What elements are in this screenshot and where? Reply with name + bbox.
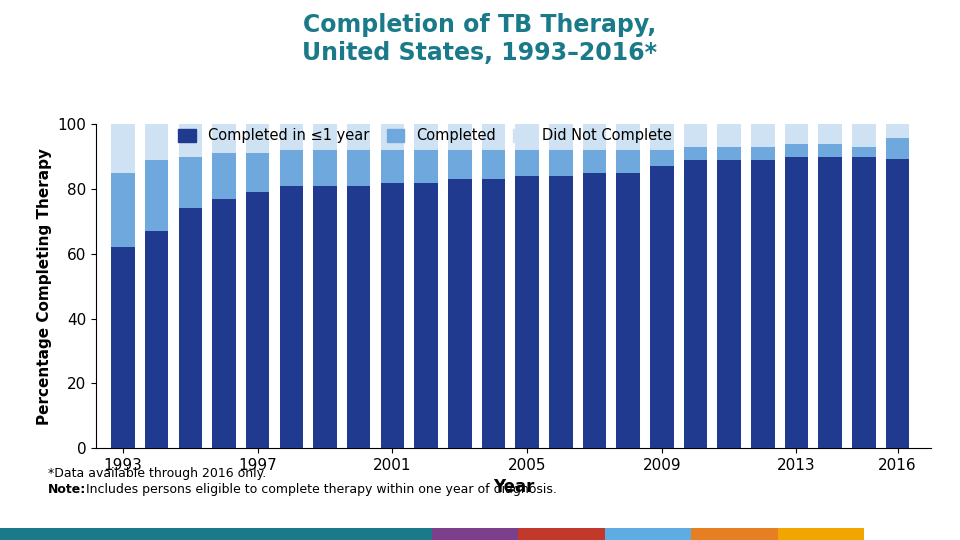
Bar [448,150,471,179]
Bar [616,150,640,173]
Bar [145,160,168,231]
Bar [212,199,236,448]
Bar [852,157,876,448]
Bar [650,166,674,448]
Bar [583,150,606,173]
Bar [717,147,741,160]
Bar [279,150,303,186]
Y-axis label: Percentage Completing Therapy: Percentage Completing Therapy [36,148,52,424]
Bar [583,124,606,150]
Bar [482,124,505,150]
Bar [246,124,270,153]
Bar [818,157,842,448]
Bar [717,160,741,448]
Bar [482,179,505,448]
Text: Note:: Note: [48,483,86,496]
X-axis label: Year: Year [492,478,535,496]
Bar [482,150,505,179]
Bar [886,159,909,448]
Bar [549,150,572,176]
Text: *Data available through 2016 only.: *Data available through 2016 only. [48,467,266,480]
Bar [212,124,236,153]
Bar [111,124,134,173]
Bar [650,124,674,150]
Bar [111,173,134,247]
Bar [179,208,203,448]
Bar [415,150,438,183]
Bar [380,150,404,183]
Bar [784,144,808,157]
Bar [212,153,236,199]
Text: Completion of TB Therapy,
United States, 1993–2016*: Completion of TB Therapy, United States,… [302,13,658,65]
Bar [145,124,168,160]
Bar [313,150,337,186]
Bar [347,124,371,150]
Bar [179,157,203,208]
Bar [145,231,168,448]
Bar [684,124,708,147]
Bar [751,124,775,147]
Bar [279,124,303,150]
Bar [852,124,876,147]
Bar [717,124,741,147]
Bar [313,124,337,150]
Bar [415,124,438,150]
Bar [448,124,471,150]
Bar [279,186,303,448]
Bar [380,124,404,150]
Bar [246,192,270,448]
Legend: Completed in ≤1 year, Completed, Did Not Complete: Completed in ≤1 year, Completed, Did Not… [179,129,672,143]
Bar [516,176,539,448]
Text: Includes persons eligible to complete therapy within one year of diagnosis.: Includes persons eligible to complete th… [82,483,557,496]
Bar [852,147,876,157]
Bar [448,179,471,448]
Bar [111,247,134,448]
Bar [818,144,842,157]
Bar [684,160,708,448]
Bar [516,150,539,176]
Bar [246,153,270,192]
Bar [751,160,775,448]
Bar [549,124,572,150]
Bar [347,186,371,448]
Bar [347,150,371,186]
Bar [784,124,808,144]
Bar [583,173,606,448]
Bar [886,138,909,159]
Bar [313,186,337,448]
Bar [179,124,203,157]
Bar [549,176,572,448]
Bar [684,147,708,160]
Bar [380,183,404,448]
Bar [751,147,775,160]
Bar [650,150,674,166]
Bar [616,124,640,150]
Bar [784,157,808,448]
Bar [818,124,842,144]
Bar [415,183,438,448]
Bar [516,124,539,150]
Bar [616,173,640,448]
Bar [886,124,909,138]
